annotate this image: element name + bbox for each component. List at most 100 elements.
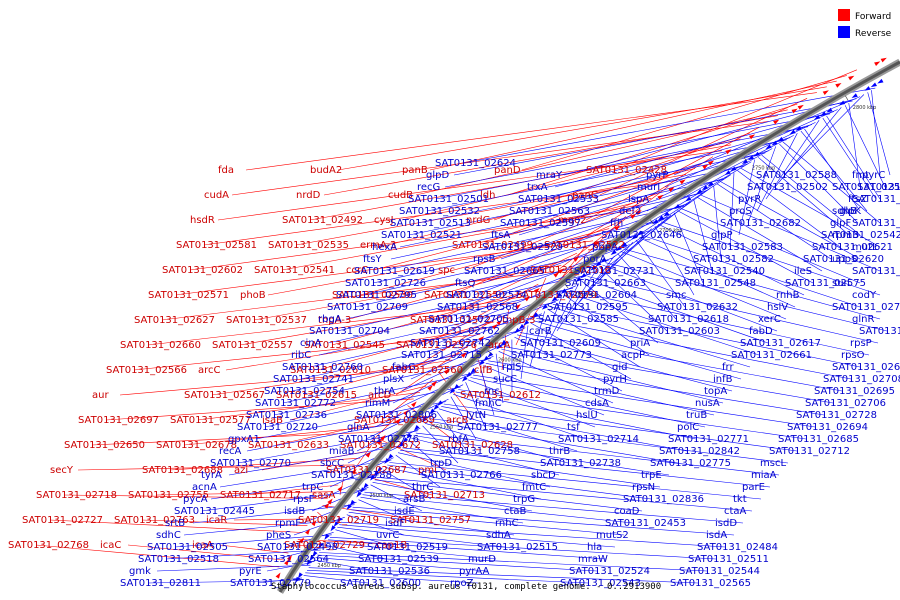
reverse-feature-arrow: [864, 86, 871, 91]
gene-label: sun: [832, 278, 850, 289]
gene-label: SAT0131_02718: [36, 490, 117, 501]
gene-label: SAT0131_02777: [457, 422, 538, 433]
gene-label: plsX: [383, 374, 404, 385]
label-connector: [245, 92, 817, 171]
gene-label: SAT0131_02498: [257, 542, 338, 553]
reverse-feature-arrow: [306, 559, 312, 566]
gene-label: pyrP: [646, 170, 668, 181]
gene-label: aur: [92, 390, 109, 401]
reverse-feature-arrow: [466, 371, 472, 378]
label-connector: [592, 214, 672, 284]
gene-label: SAT0131_02760: [282, 362, 363, 373]
gene-label: hexA: [372, 242, 397, 253]
gene-label: arsB: [403, 494, 425, 505]
legend-reverse-swatch: [838, 26, 850, 38]
gene-label: sasA: [312, 490, 336, 501]
label-connector: [503, 346, 834, 404]
gene-label: hslU: [576, 410, 598, 421]
gene-label: phoB: [240, 290, 266, 301]
forward-feature-arrow: [431, 380, 438, 387]
label-connector: [155, 491, 333, 496]
scale-tick-label: 2750 kbp: [752, 166, 776, 172]
gene-label: SAT0131_02685: [778, 434, 859, 445]
label-connector: [677, 210, 814, 284]
gene-label: arcD: [368, 390, 392, 401]
gene-label: trmD: [594, 386, 620, 397]
gene-label: rimM: [365, 398, 390, 409]
forward-feature-arrow: [524, 295, 531, 302]
label-connector: [584, 278, 769, 344]
label-connector: [446, 271, 594, 332]
gene-label: SAT0131_02543: [560, 578, 641, 589]
label-connector: [557, 186, 669, 271]
gene-label: SAT0131_02646: [601, 230, 682, 241]
forward-feature-arrow: [835, 83, 842, 88]
gene-label: SAT0131_02600: [340, 578, 421, 589]
label-connector: [800, 130, 868, 212]
scale-tick: [564, 284, 569, 289]
label-connector: [696, 196, 823, 272]
gene-label: ribC: [291, 350, 311, 361]
reverse-feature-arrow: [820, 111, 827, 117]
label-connector: [848, 102, 861, 188]
gene-label: SAT0131_02687: [326, 465, 407, 476]
reverse-feature-arrow: [560, 288, 567, 294]
label-connector: [289, 385, 427, 421]
gene-label: nrdD: [296, 190, 321, 201]
gene-label: nrdG: [466, 215, 490, 226]
gene-label: fda: [218, 165, 234, 176]
forward-feature-arrow: [573, 256, 580, 262]
gene-label: SAT0131_02564: [248, 554, 329, 565]
gene-label: SAT0131_02689: [354, 415, 435, 426]
label-connector: [376, 477, 753, 512]
label-connector: [620, 251, 787, 320]
reverse-feature-arrow: [483, 355, 489, 362]
gene-label: SAT0131_02615: [276, 390, 357, 401]
gene-label: glpP: [711, 230, 733, 241]
forward-feature-arrow: [748, 134, 756, 140]
label-connector: [450, 396, 477, 440]
forward-feature-arrow: [558, 268, 565, 274]
reverse-feature-arrow: [324, 533, 330, 540]
label-connector: [356, 413, 435, 452]
reverse-feature-arrow: [724, 170, 731, 176]
forward-feature-arrow: [496, 319, 503, 326]
gene-label: ileS: [794, 266, 812, 277]
label-connector: [201, 489, 367, 512]
legend-forward-label: Forward: [855, 12, 891, 22]
label-connector: [693, 199, 713, 272]
reverse-feature-arrow: [437, 400, 444, 407]
label-connector: [501, 348, 724, 404]
gene-label: isdA: [706, 530, 727, 541]
label-connector: [275, 418, 396, 446]
label-connector: [385, 467, 542, 500]
gene-label: glnR: [852, 314, 874, 325]
gene-label: SAT0131_02775: [650, 458, 731, 469]
label-connector: [353, 444, 372, 471]
reverse-feature-arrow: [373, 470, 379, 477]
gene-label: SAT0131_02501: [408, 194, 489, 205]
forward-feature-arrow: [365, 451, 371, 458]
gene-label: cudA: [204, 190, 229, 201]
gene-label: SAT0131_02519: [367, 542, 448, 553]
gene-label: SAT0131_02596: [832, 182, 900, 193]
label-connector: [453, 100, 853, 176]
reverse-feature-arrow: [402, 437, 409, 444]
label-connector: [439, 372, 475, 421]
label-connector: [350, 509, 625, 536]
genome-backbone: [277, 58, 900, 594]
gene-label: SAT0131_02632: [657, 302, 738, 313]
gene-label: tnpA-3: [318, 315, 351, 326]
label-connector: [493, 132, 750, 221]
gene-label: fmtC: [522, 482, 546, 493]
label-connector: [317, 554, 598, 572]
label-connector: [467, 379, 596, 428]
gene-label: SAT0131_02535: [268, 240, 349, 251]
gene-label: SAT0131_02585: [538, 314, 619, 325]
label-connector: [538, 297, 562, 356]
reverse-feature-arrow: [771, 140, 778, 146]
gene-label: ldh: [480, 190, 495, 201]
reverse-feature-arrow: [359, 487, 366, 494]
gene-label: ffh: [610, 218, 623, 229]
label-connector: [581, 280, 659, 344]
